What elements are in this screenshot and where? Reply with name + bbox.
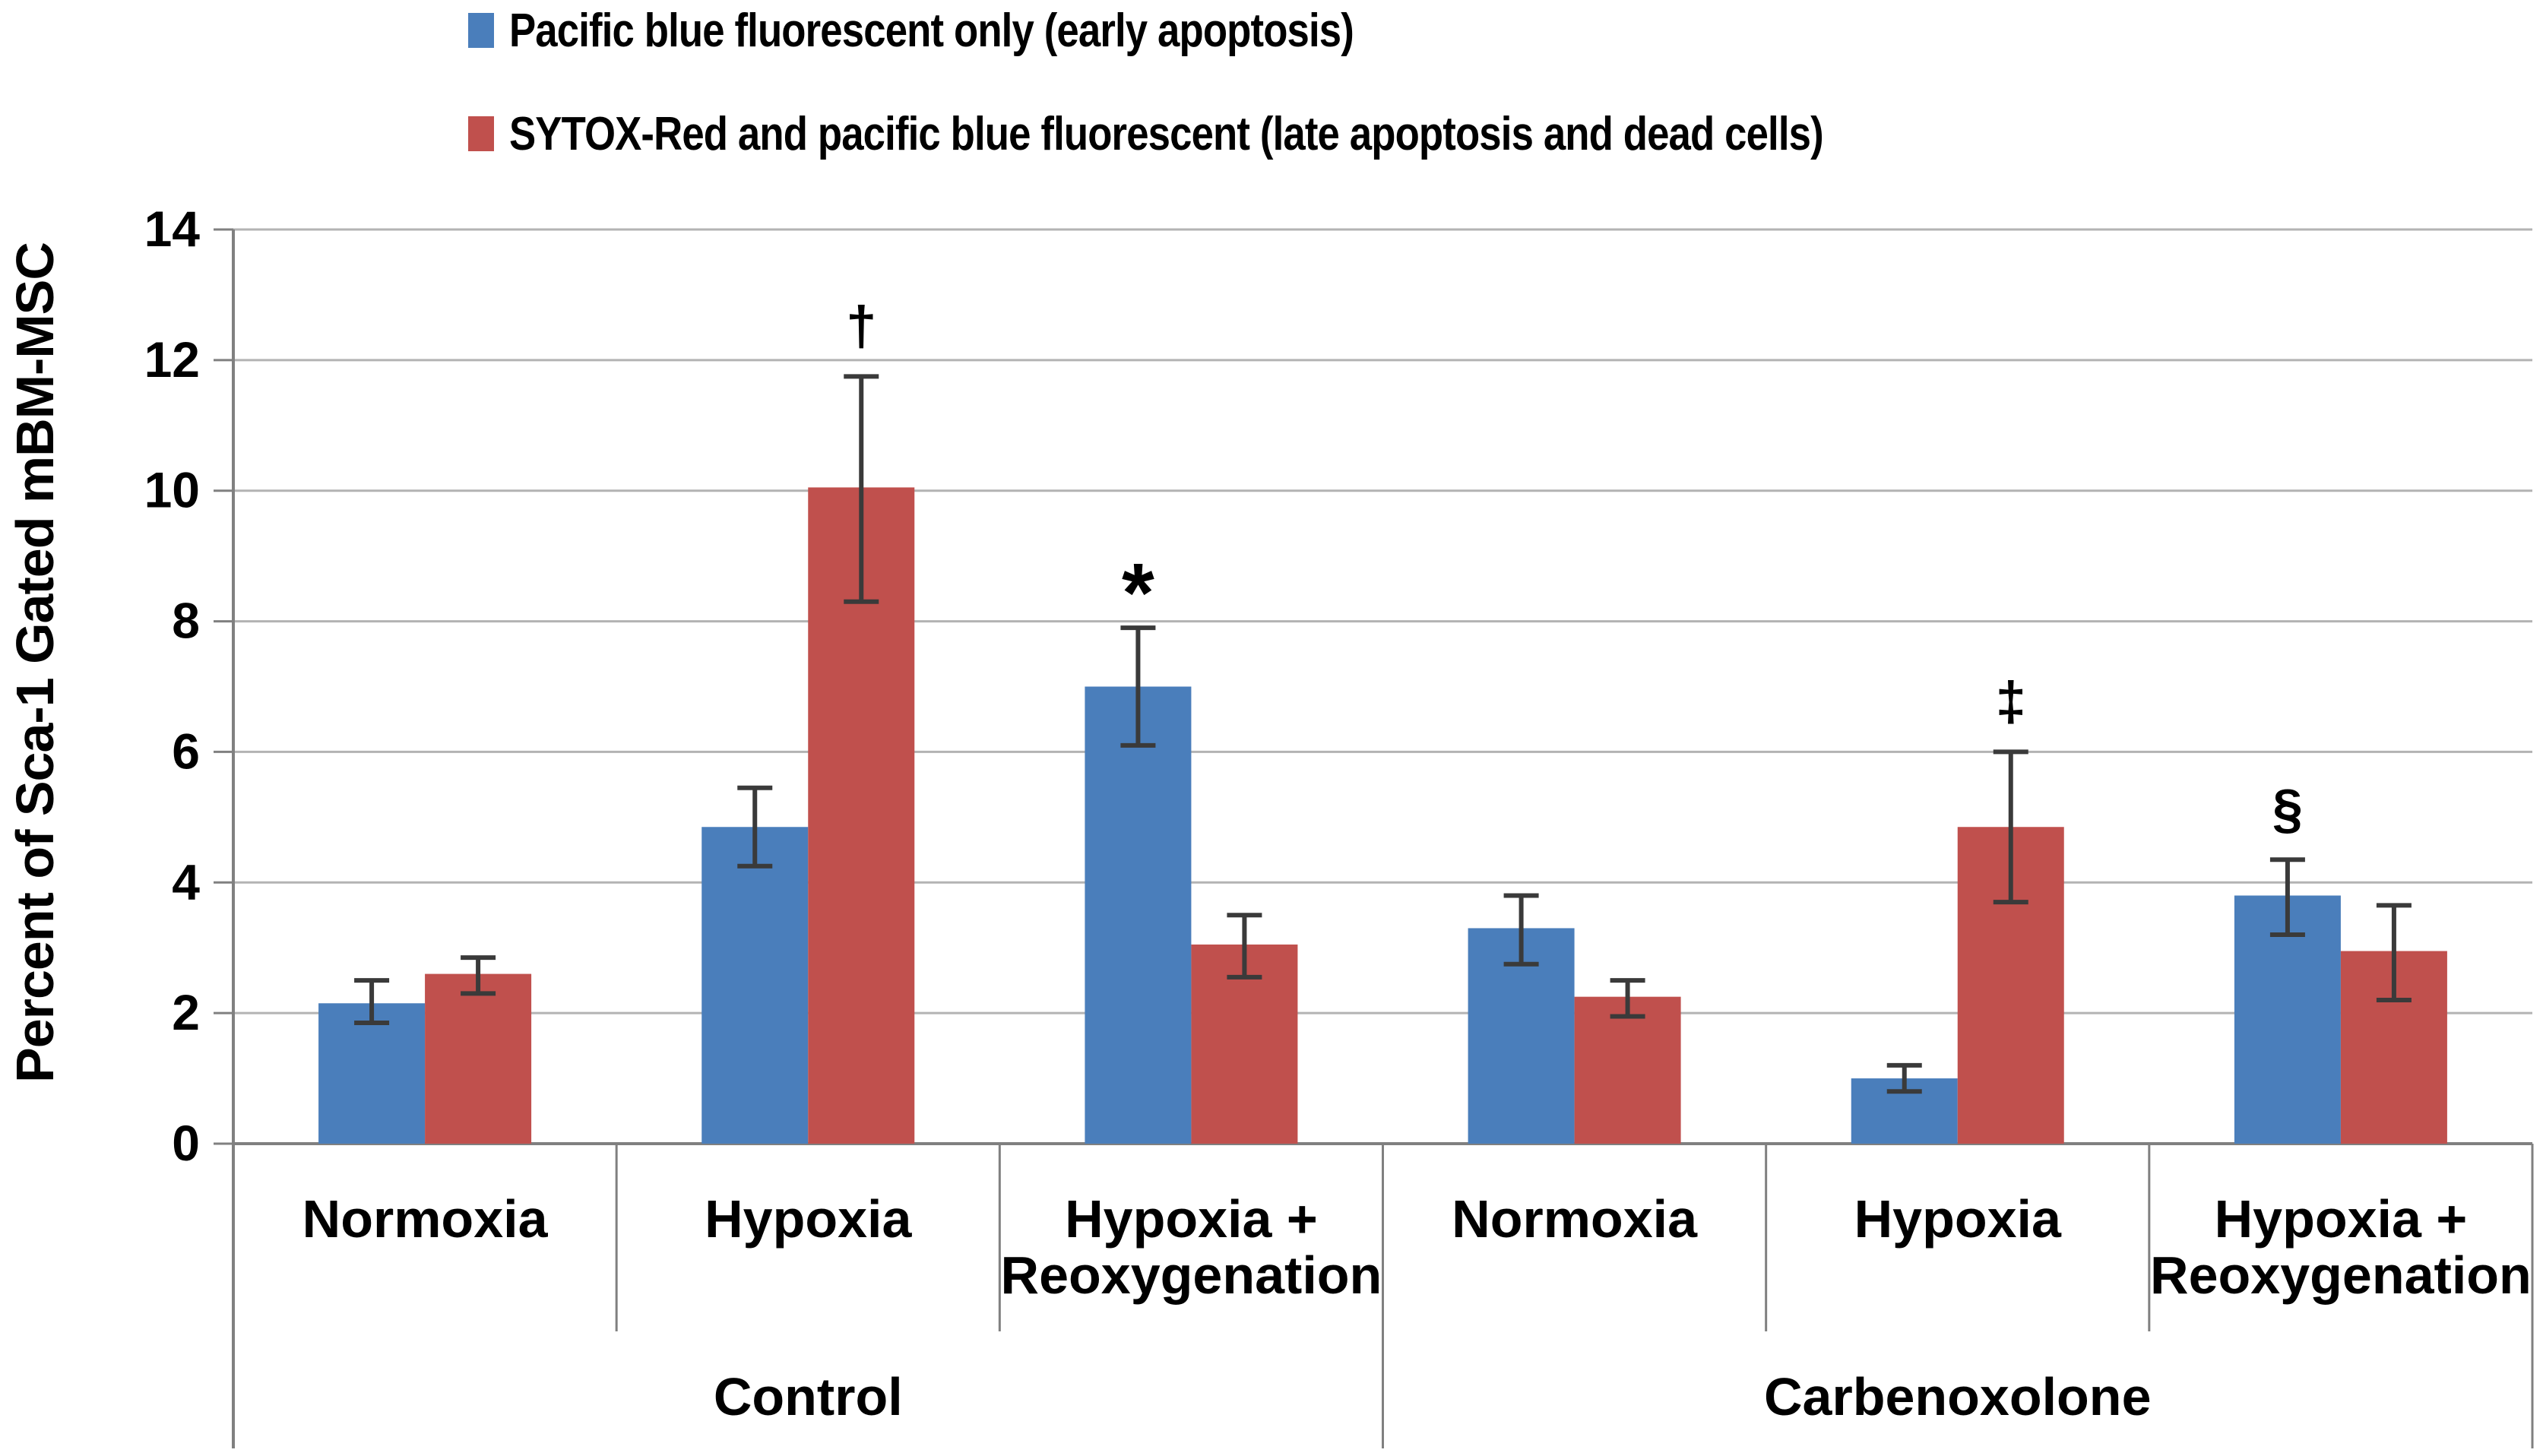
y-tick-label-14: 14 bbox=[144, 201, 201, 257]
category-label-control-normoxia: Normoxia bbox=[302, 1189, 549, 1249]
bar-control-normoxia-late-apoptosis-dead-cells bbox=[425, 973, 532, 1144]
y-tick-label-4: 4 bbox=[172, 853, 200, 910]
significance-mark-carbenoxolone-hypoxia-reoxygenation-early-apoptosis: § bbox=[2272, 779, 2303, 840]
legend-swatch-late-apoptosis-icon bbox=[468, 116, 494, 151]
bar-control-hypoxia-reoxygenation-early-apoptosis bbox=[1085, 686, 1192, 1144]
y-axis-title: Percent of Sca-1 Gated mBM-MSC bbox=[5, 242, 65, 1083]
legend-label-late-apoptosis: SYTOX-Red and pacific blue fluorescent (… bbox=[509, 107, 1824, 160]
category-label-carbenoxolone-hypoxia-reoxygenation: Hypoxia + bbox=[2215, 1189, 2468, 1249]
bar-control-normoxia-early-apoptosis bbox=[318, 1003, 426, 1144]
category-label-control-hypoxia-reoxygenation-line2: Reoxygenation bbox=[1001, 1246, 1382, 1305]
y-tick-label-8: 8 bbox=[172, 593, 200, 649]
significance-mark-control-hypoxia-late-apoptosis-dead-cells: † bbox=[846, 296, 876, 356]
significance-mark-carbenoxolone-hypoxia-late-apoptosis-dead-cells: ‡ bbox=[1996, 671, 2026, 732]
legend: Pacific blue fluorescent only (early apo… bbox=[468, 5, 2055, 160]
group-label-control: Control bbox=[714, 1367, 903, 1426]
y-tick-label-6: 6 bbox=[172, 723, 200, 779]
y-tick-label-10: 10 bbox=[144, 462, 200, 518]
legend-swatch-early-apoptosis-icon bbox=[468, 13, 494, 48]
significance-mark-control-hypoxia-reoxygenation-early-apoptosis: * bbox=[1122, 546, 1154, 640]
y-tick-label-12: 12 bbox=[144, 331, 200, 388]
category-label-control-hypoxia-reoxygenation: Hypoxia + bbox=[1065, 1189, 1318, 1249]
legend-item-late-apoptosis: SYTOX-Red and pacific blue fluorescent (… bbox=[468, 108, 2055, 160]
bar-carbenoxolone-normoxia-late-apoptosis-dead-cells bbox=[1574, 996, 1681, 1144]
category-label-carbenoxolone-hypoxia: Hypoxia bbox=[1854, 1189, 2062, 1249]
y-tick-label-0: 0 bbox=[172, 1115, 200, 1171]
category-label-carbenoxolone-normoxia: Normoxia bbox=[1452, 1189, 1698, 1249]
category-label-control-hypoxia: Hypoxia bbox=[705, 1189, 912, 1249]
legend-item-early-apoptosis: Pacific blue fluorescent only (early apo… bbox=[468, 5, 2055, 57]
category-label-carbenoxolone-hypoxia-reoxygenation-line2: Reoxygenation bbox=[2150, 1246, 2532, 1305]
y-tick-label-2: 2 bbox=[172, 984, 200, 1040]
group-label-carbenoxolone: Carbenoxolone bbox=[1764, 1367, 2152, 1426]
legend-label-early-apoptosis: Pacific blue fluorescent only (early apo… bbox=[509, 4, 1354, 57]
bar-control-hypoxia-early-apoptosis bbox=[701, 827, 809, 1144]
